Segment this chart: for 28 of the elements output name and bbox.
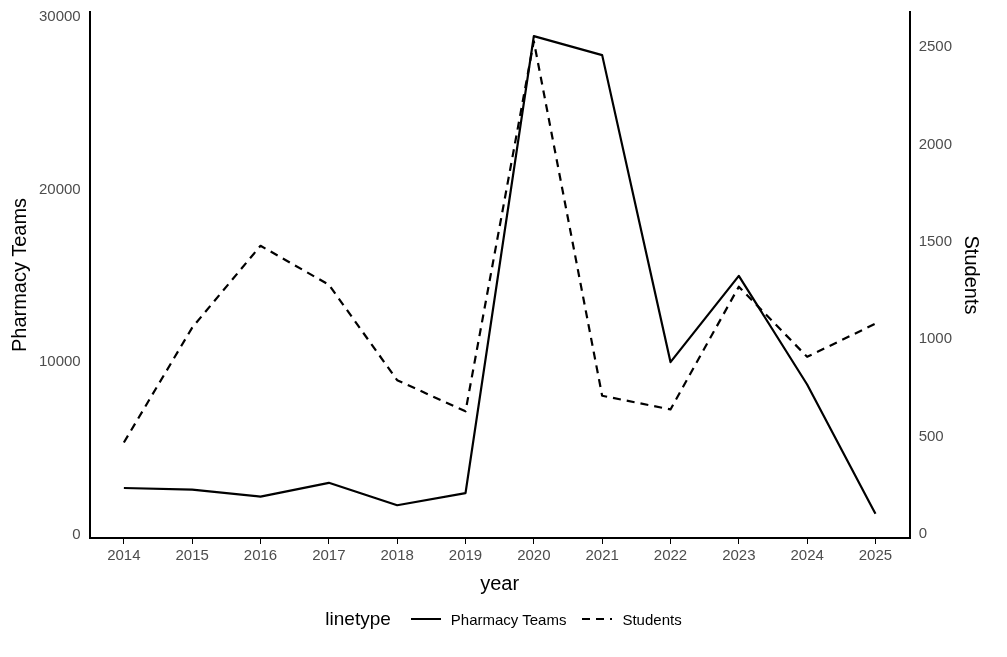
y2-tick-label: 1000 (918, 329, 953, 347)
y2-tick-label: 2000 (918, 134, 953, 152)
legend-label: Pharmacy Teams (450, 610, 567, 628)
legend-title: linetype (325, 608, 391, 630)
x-tick-label: 2014 (107, 546, 141, 564)
x-tick-label: 2016 (243, 546, 278, 564)
y2-tick-label: 500 (918, 426, 944, 444)
x-tick-label: 2020 (517, 546, 551, 564)
y2-tick-label: 0 (918, 524, 927, 542)
x-tick-label: 2022 (653, 546, 688, 564)
x-tick-label: 2021 (585, 546, 619, 564)
legend-label: Students (622, 610, 682, 628)
y-axis-title: Pharmacy Teams (7, 197, 30, 353)
x-tick-label: 2018 (380, 546, 414, 564)
y2-tick-label: 2500 (918, 37, 953, 55)
y2-tick-label: 1500 (918, 232, 953, 250)
x-tick-label: 2025 (858, 546, 893, 564)
x-tick-label: 2024 (790, 546, 824, 564)
y-tick-label: 20000 (38, 179, 81, 197)
x-tick-label: 2017 (312, 546, 346, 564)
x-tick-label: 2015 (175, 546, 209, 564)
x-axis-title: year (480, 571, 520, 594)
x-tick-label: 2019 (448, 546, 483, 564)
y-tick-label: 30000 (38, 7, 81, 25)
x-tick-label: 2023 (722, 546, 756, 564)
y-tick-label: 0 (72, 524, 81, 542)
y2-axis-title: Students (961, 235, 984, 315)
y-tick-label: 10000 (38, 352, 81, 370)
